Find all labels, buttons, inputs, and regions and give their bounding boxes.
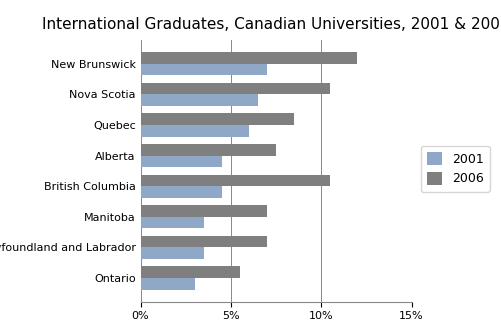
Bar (140, 278, 194, 290)
Bar (140, 155, 221, 167)
Bar (140, 94, 258, 106)
Legend: 2001, 2006: 2001, 2006 (420, 146, 489, 192)
Bar (140, 266, 239, 278)
Bar (140, 64, 267, 75)
Bar (140, 186, 221, 198)
Bar (140, 247, 203, 259)
Bar (140, 83, 330, 94)
Bar (140, 236, 267, 247)
Bar (140, 52, 357, 64)
Bar (140, 217, 203, 228)
Title: International Graduates, Canadian Universities, 2001 & 2006: International Graduates, Canadian Univer… (42, 17, 501, 32)
Bar (140, 175, 330, 186)
Bar (140, 144, 276, 155)
Bar (140, 205, 267, 217)
Bar (140, 125, 248, 137)
Bar (140, 113, 294, 125)
